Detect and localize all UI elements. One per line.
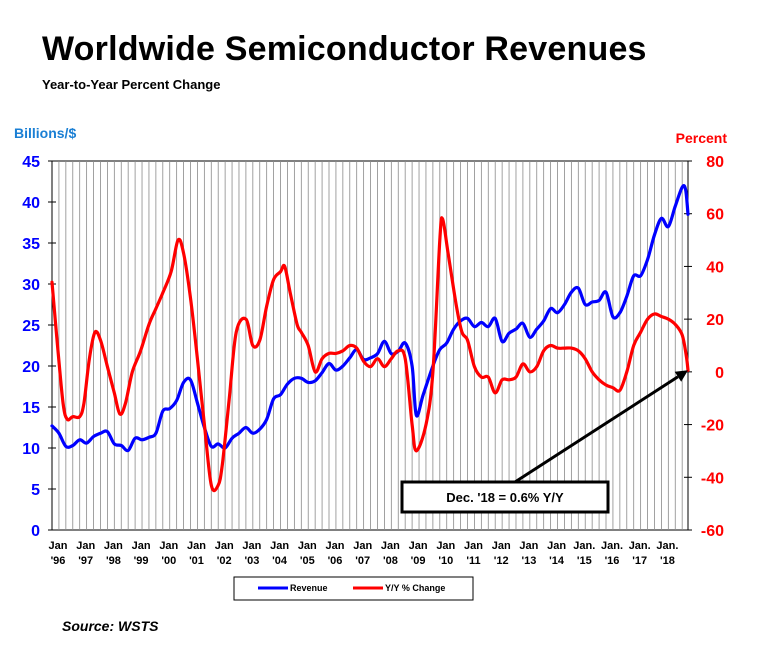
x-tick-label-month: Jan xyxy=(298,540,317,552)
chart-subtitle: Year-to-Year Percent Change xyxy=(42,77,221,92)
x-tick-label-month: Jan xyxy=(409,540,428,552)
x-tick-label-month: Jan xyxy=(353,540,372,552)
left-tick-label: 5 xyxy=(31,482,40,499)
x-tick-label-year: '97 xyxy=(78,555,93,567)
x-tick-label-year: '12 xyxy=(494,555,509,567)
revenue-line xyxy=(50,184,690,453)
x-tick-label-year: '99 xyxy=(134,555,149,567)
x-tick-label-year: '13 xyxy=(521,555,536,567)
x-tick-label-month: Jan. xyxy=(656,540,678,552)
left-axis-title: Billions/$ xyxy=(14,125,76,141)
left-tick-label: 25 xyxy=(22,318,40,335)
x-tick-label-month: Jan xyxy=(381,540,400,552)
x-tick-label-year: '00 xyxy=(161,555,176,567)
x-tick-label-year: '14 xyxy=(549,555,565,567)
x-tick-label-year: '05 xyxy=(300,555,315,567)
series-lines xyxy=(50,184,690,493)
left-tick-label: 40 xyxy=(22,195,40,212)
x-tick-label-month: Jan. xyxy=(629,540,651,552)
x-tick-label-year: '08 xyxy=(383,555,398,567)
x-tick-label-month: Jan xyxy=(436,540,455,552)
legend: Revenue Y/Y % Change xyxy=(233,576,474,601)
x-tick-label-month: Jan xyxy=(326,540,345,552)
x-tick-label-month: Jan xyxy=(159,540,178,552)
x-tick-label-year: '02 xyxy=(217,555,232,567)
x-tick-label-year: '15 xyxy=(577,555,592,567)
x-tick-label-month: Jan xyxy=(492,540,511,552)
x-tick-label-month: Jan xyxy=(242,540,261,552)
right-tick-label: -40 xyxy=(701,470,724,487)
annotation-arrow xyxy=(514,375,679,484)
left-axis: 0 5 10 15 20 25 30 35 40 45 xyxy=(22,154,56,540)
x-tick-label-year: '10 xyxy=(438,555,453,567)
x-tick-label-year: '17 xyxy=(632,555,647,567)
left-tick-label: 0 xyxy=(31,523,40,540)
right-tick-label: 80 xyxy=(706,154,724,171)
annotation-box xyxy=(400,480,610,514)
x-tick-label-month: Jan xyxy=(519,540,538,552)
x-tick-label-year: '06 xyxy=(328,555,343,567)
yy-change-line xyxy=(50,216,690,493)
x-tick-label-month: Jan xyxy=(187,540,206,552)
x-axis: Jan '96 Jan '97 Jan '98 Jan '99 Jan '00 Jan '01 Jan '… xyxy=(49,540,679,567)
left-tick-label: 45 xyxy=(22,154,40,171)
legend-revenue-label: Revenue xyxy=(290,583,328,593)
x-tick-label-year: '98 xyxy=(106,555,121,567)
right-tick-label: 60 xyxy=(706,207,724,224)
x-tick-label-month: Jan xyxy=(464,540,483,552)
x-tick-label-year: '09 xyxy=(411,555,426,567)
left-tick-label: 30 xyxy=(22,277,40,294)
x-tick-label-month: Jan xyxy=(547,540,566,552)
right-tick-label: -60 xyxy=(701,523,724,540)
x-tick-label-year: '16 xyxy=(605,555,620,567)
x-tick-label-month: Jan xyxy=(49,540,68,552)
x-tick-label-year: '04 xyxy=(272,555,288,567)
plot-area xyxy=(51,160,689,531)
legend-yy-label: Y/Y % Change xyxy=(385,583,445,593)
left-tick-label: 35 xyxy=(22,236,40,253)
x-tick-label-year: '03 xyxy=(244,555,259,567)
x-tick-label-month: Jan. xyxy=(573,540,595,552)
chart-title: Worldwide Semiconductor Revenues xyxy=(42,30,647,68)
left-tick-label: 20 xyxy=(22,359,40,376)
right-axis-title: Percent xyxy=(676,130,728,146)
right-tick-label: 20 xyxy=(706,312,724,329)
x-tick-label-year: '01 xyxy=(189,555,204,567)
x-tick-label-year: '18 xyxy=(660,555,675,567)
right-tick-label: -20 xyxy=(701,418,724,435)
left-tick-label: 15 xyxy=(22,400,40,417)
x-tick-label-month: Jan xyxy=(76,540,95,552)
annotation: Dec. '18 = 0.6% Y/Y xyxy=(400,370,688,514)
x-tick-label-month: Jan xyxy=(104,540,123,552)
x-tick-label-month: Jan xyxy=(132,540,151,552)
left-tick-label: 10 xyxy=(22,441,40,458)
right-tick-label: 40 xyxy=(706,259,724,276)
right-axis: -60 -40 -20 0 20 40 60 80 xyxy=(684,154,724,540)
x-tick-label-year: '96 xyxy=(51,555,66,567)
x-tick-label-month: Jan xyxy=(270,540,289,552)
x-tick-label-year: '11 xyxy=(466,555,480,567)
x-tick-label-month: Jan xyxy=(215,540,234,552)
annotation-arrowhead xyxy=(674,370,688,382)
right-tick-label: 0 xyxy=(715,365,724,382)
x-tick-label-year: '07 xyxy=(355,555,370,567)
x-tick-label-month: Jan. xyxy=(601,540,623,552)
annotation-text: Dec. '18 = 0.6% Y/Y xyxy=(446,490,564,505)
source-note: Source: WSTS xyxy=(62,618,159,634)
